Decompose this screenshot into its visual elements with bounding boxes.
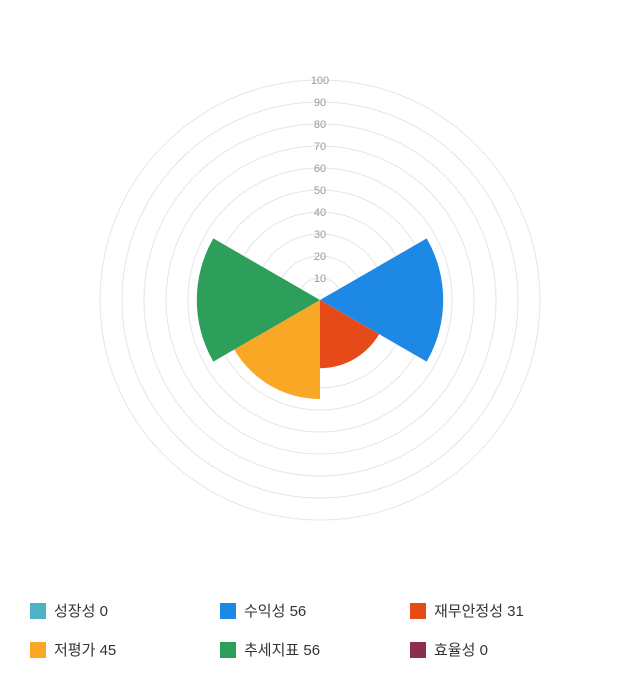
chart-tick-label: 50 [314, 185, 326, 197]
polar-chart-svg: 10 20 30 40 50 60 70 80 90 100 [0, 0, 640, 580]
legend-item: 효율성 0 [410, 639, 600, 660]
legend-item: 수익성 56 [220, 600, 410, 621]
legend-label: 수익성 56 [244, 600, 306, 621]
chart-tick-label: 40 [314, 207, 326, 219]
chart-tick-label: 70 [314, 141, 326, 153]
legend-item: 성장성 0 [30, 600, 220, 621]
legend-swatch [410, 603, 426, 619]
chart-tick-label: 80 [314, 119, 326, 131]
legend-label: 재무안정성 31 [434, 600, 524, 621]
polar-chart-container: 10 20 30 40 50 60 70 80 90 100 [0, 0, 640, 580]
chart-tick-label: 20 [314, 251, 326, 263]
legend-item: 추세지표 56 [220, 639, 410, 660]
legend-swatch [30, 642, 46, 658]
legend-label: 저평가 45 [54, 639, 116, 660]
legend-swatch [220, 642, 236, 658]
legend-item: 재무안정성 31 [410, 600, 600, 621]
legend-label: 추세지표 56 [244, 639, 320, 660]
legend-swatch [220, 603, 236, 619]
chart-tick-label: 60 [314, 163, 326, 175]
chart-tick-label: 90 [314, 97, 326, 109]
legend-swatch [30, 603, 46, 619]
chart-tick-label: 100 [311, 75, 329, 87]
chart-legend: 성장성 0 수익성 56 재무안정성 31 저평가 45 추세지표 56 효율성 0 [30, 600, 610, 678]
chart-tick-label: 30 [314, 229, 326, 241]
legend-swatch [410, 642, 426, 658]
legend-label: 효율성 0 [434, 639, 488, 660]
chart-tick-label: 10 [314, 273, 326, 285]
legend-item: 저평가 45 [30, 639, 220, 660]
legend-label: 성장성 0 [54, 600, 108, 621]
